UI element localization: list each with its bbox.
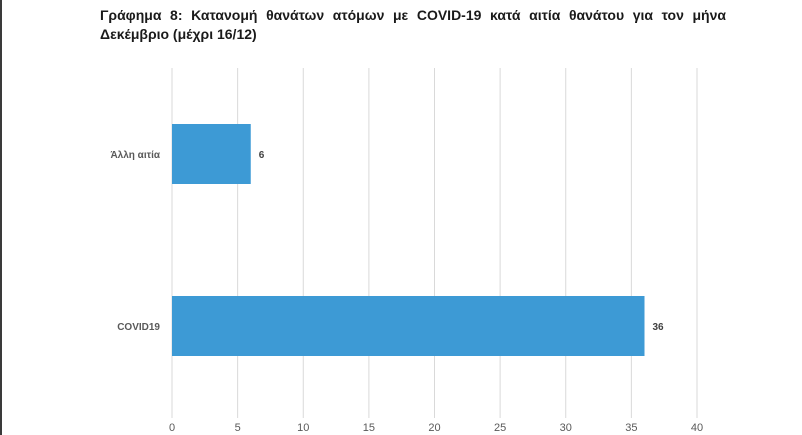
x-tick-label: 0 (169, 422, 175, 434)
x-tick-label: 20 (428, 422, 440, 434)
data-label: 6 (259, 150, 265, 161)
bar-1 (172, 296, 645, 356)
x-tick-label: 40 (691, 422, 703, 434)
chart-title: Γράφημα 8: Κατανομή θανάτων ατόμων με CO… (100, 7, 726, 42)
x-tick-label: 25 (494, 422, 506, 434)
category-label: Άλλη αιτία (110, 150, 160, 161)
x-tick-label: 5 (235, 422, 241, 434)
x-tick-label: 15 (363, 422, 375, 434)
data-label: 36 (653, 322, 665, 333)
x-tick-label: 35 (625, 422, 637, 434)
x-tick-label: 10 (297, 422, 309, 434)
page-left-border (0, 0, 2, 435)
category-label: COVID19 (117, 322, 160, 333)
x-tick-label: 30 (560, 422, 572, 434)
bar-0 (172, 124, 251, 184)
